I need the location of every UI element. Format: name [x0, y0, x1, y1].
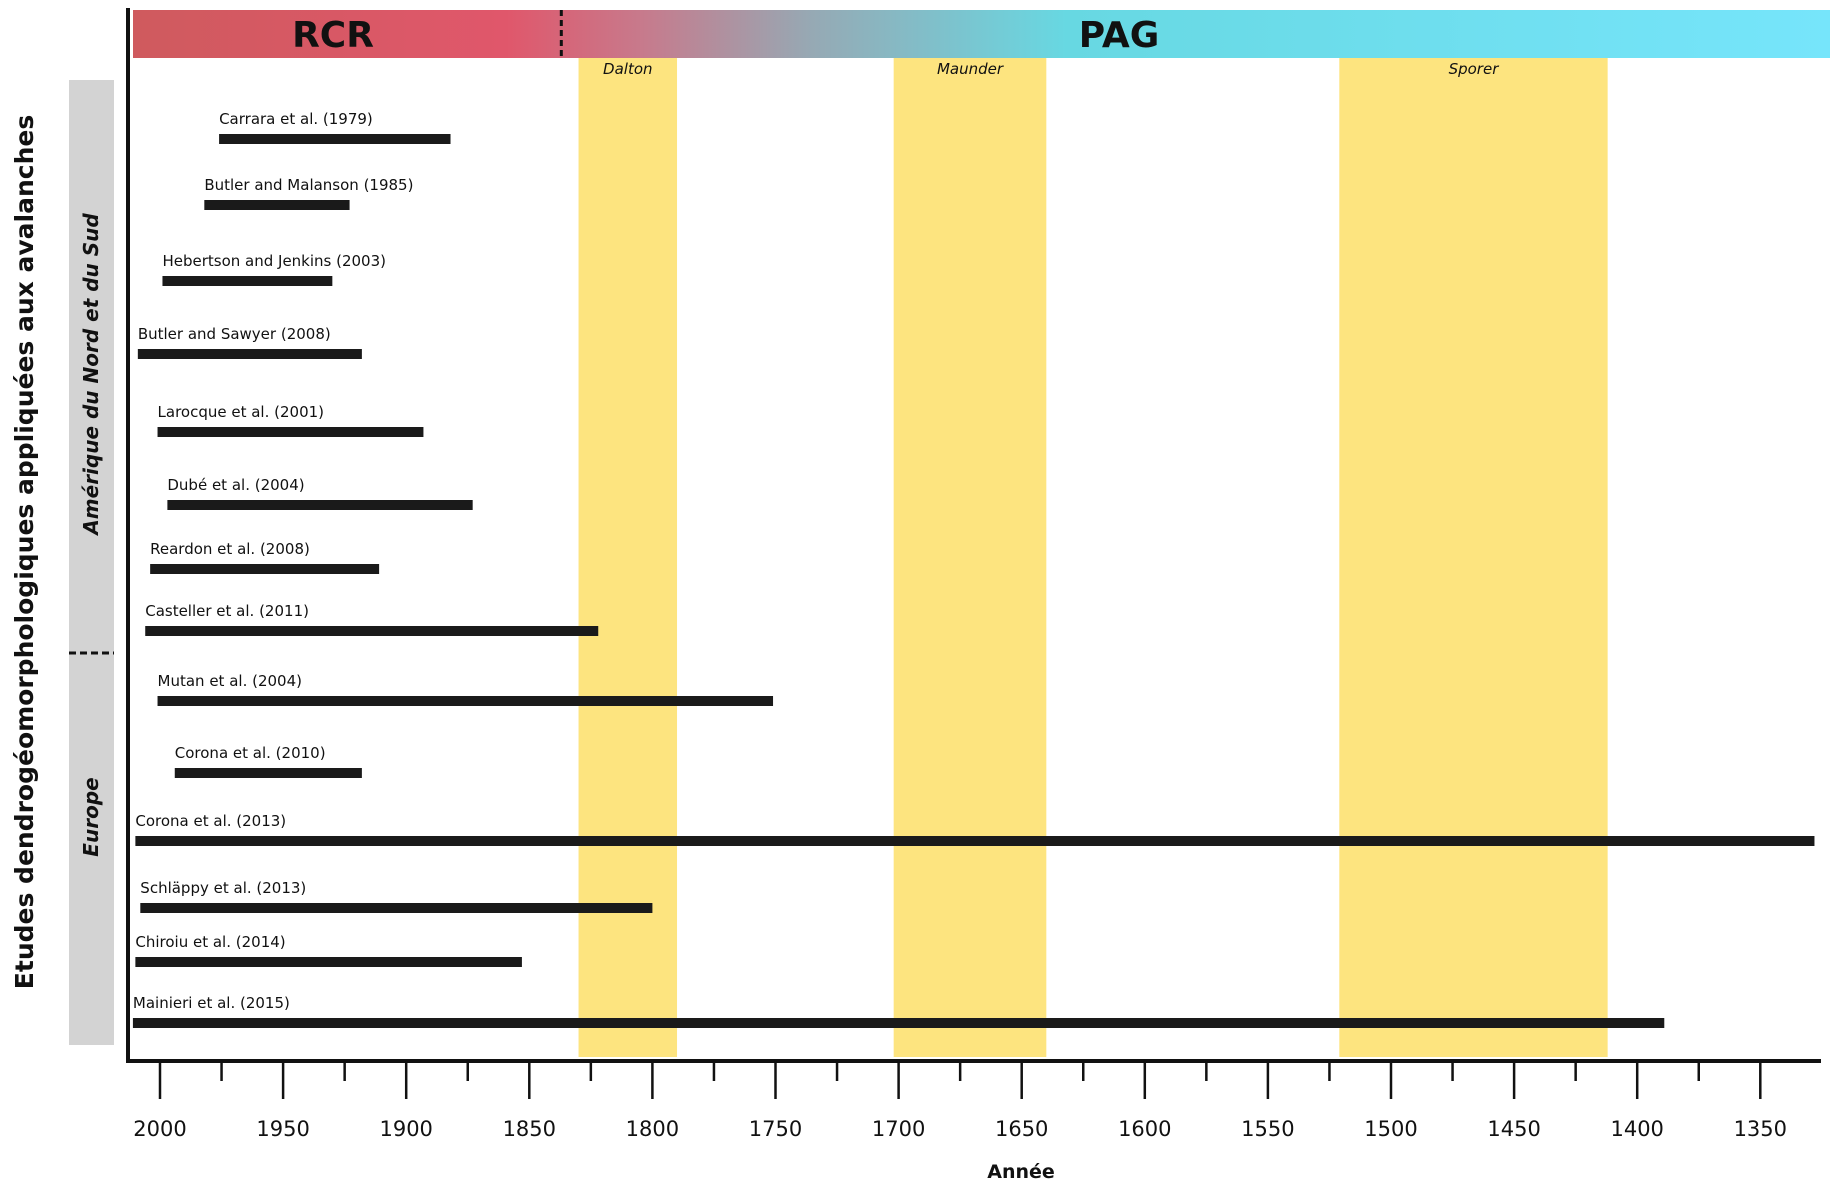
study-bar [157, 427, 424, 437]
x-tick-label: 1500 [1364, 1117, 1417, 1141]
study-label: Schläppy et al. (2013) [140, 879, 306, 897]
period-band-sporer [1339, 58, 1608, 1057]
x-tick-label: 1750 [749, 1117, 802, 1141]
period-label-sporer: Sporer [1449, 60, 1500, 78]
x-tick-label: 1350 [1734, 1117, 1787, 1141]
study-bar [137, 349, 362, 359]
x-tick-label: 1650 [995, 1117, 1048, 1141]
study-bar [219, 134, 451, 144]
study-label: Butler and Malanson (1985) [204, 176, 413, 194]
x-tick-label: 1950 [256, 1117, 309, 1141]
x-axis-title: Année [987, 1161, 1055, 1181]
study-bar [204, 200, 350, 210]
era-band [133, 10, 1830, 58]
study-label: Mutan et al. (2004) [158, 672, 302, 690]
x-tick-label: 1600 [1118, 1117, 1171, 1141]
y-axis-title: Etudes dendrogéomorphologiques appliquée… [10, 115, 39, 989]
study-label: Mainieri et al. (2015) [133, 994, 290, 1012]
study-label: Chiroiu et al. (2014) [135, 933, 285, 951]
x-tick-label: 1400 [1610, 1117, 1663, 1141]
region-label-americas: Amérique du Nord et du Sud [79, 213, 103, 537]
x-tick-label: 2000 [133, 1117, 186, 1141]
study-label: Casteller et al. (2011) [145, 602, 309, 620]
study-bar [135, 957, 522, 967]
study-label: Reardon et al. (2008) [150, 540, 310, 558]
x-tick-label: 1700 [872, 1117, 925, 1141]
study-bar [150, 564, 380, 574]
study-bar [135, 836, 1815, 846]
study-bar [132, 1018, 1665, 1028]
region-strip [69, 80, 114, 1045]
study-label: Larocque et al. (2001) [158, 403, 325, 421]
x-tick-label: 1550 [1241, 1117, 1294, 1141]
study-bar [157, 696, 774, 706]
x-tick-label: 1900 [379, 1117, 432, 1141]
era-label-pag: PAG [1079, 15, 1160, 56]
study-bar [140, 903, 653, 913]
study-bar [167, 500, 473, 510]
study-label: Dubé et al. (2004) [167, 476, 304, 494]
x-tick-label: 1450 [1487, 1117, 1540, 1141]
study-bar [145, 626, 599, 636]
study-label: Butler and Sawyer (2008) [138, 325, 331, 343]
period-label-dalton: Dalton [603, 60, 652, 78]
period-band-dalton [578, 58, 678, 1057]
study-label: Corona et al. (2013) [135, 812, 286, 830]
study-label: Carrara et al. (1979) [219, 110, 373, 128]
study-label: Hebertson and Jenkins (2003) [162, 252, 386, 270]
study-label: Corona et al. (2010) [175, 744, 326, 762]
period-band-maunder [893, 58, 1047, 1057]
study-bar [162, 276, 333, 286]
region-label-europe: Europe [79, 777, 103, 856]
study-bar [174, 768, 362, 778]
x-tick-label: 1850 [503, 1117, 556, 1141]
era-label-rcr: RCR [292, 15, 374, 56]
period-label-maunder: Maunder [937, 60, 1004, 78]
x-tick-label: 1800 [626, 1117, 679, 1141]
